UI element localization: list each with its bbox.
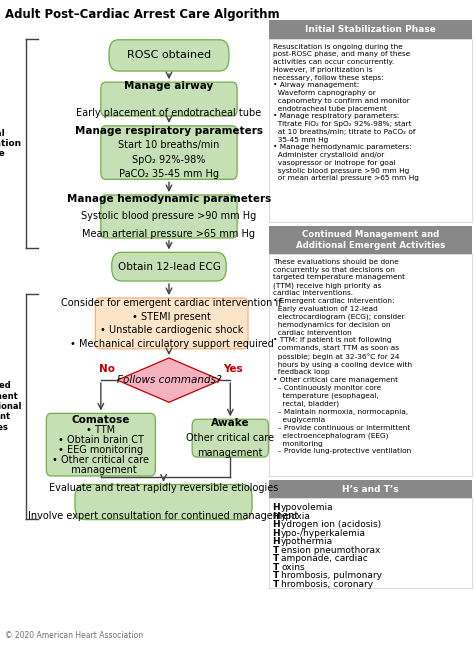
- Text: • TTM: • TTM: [86, 424, 115, 435]
- Text: • STEMI present: • STEMI present: [132, 312, 211, 321]
- Text: Initial
Stabilization
Phase: Initial Stabilization Phase: [0, 128, 22, 158]
- Text: T: T: [273, 546, 279, 555]
- FancyBboxPatch shape: [269, 20, 472, 39]
- Text: H’s and T’s: H’s and T’s: [342, 484, 399, 494]
- FancyBboxPatch shape: [109, 40, 229, 71]
- Text: ydrogen ion (acidosis): ydrogen ion (acidosis): [281, 520, 381, 529]
- Text: Awake: Awake: [211, 418, 250, 428]
- Text: Early placement of endotracheal tube: Early placement of endotracheal tube: [76, 108, 262, 117]
- Text: Follows commands?: Follows commands?: [117, 375, 221, 385]
- Text: hrombosis, pulmonary: hrombosis, pulmonary: [281, 571, 382, 580]
- Text: H: H: [273, 520, 280, 529]
- FancyBboxPatch shape: [269, 498, 472, 588]
- Text: SpO₂ 92%-98%: SpO₂ 92%-98%: [132, 155, 206, 165]
- Text: • Obtain brain CT: • Obtain brain CT: [58, 435, 144, 445]
- Text: Resuscitation is ongoing during the
post-ROSC phase, and many of these
activitie: Resuscitation is ongoing during the post…: [273, 44, 419, 181]
- Text: Consider for emergent cardiac intervention if: Consider for emergent cardiac interventi…: [62, 298, 282, 308]
- Text: Continued Management and
Additional Emergent Activities: Continued Management and Additional Emer…: [296, 230, 445, 250]
- Text: PaCO₂ 35-45 mm Hg: PaCO₂ 35-45 mm Hg: [119, 169, 219, 179]
- Text: Mean arterial pressure >65 mm Hg: Mean arterial pressure >65 mm Hg: [82, 229, 255, 239]
- Text: • Unstable cardiogenic shock: • Unstable cardiogenic shock: [100, 325, 243, 335]
- Text: ypoxia: ypoxia: [281, 512, 311, 521]
- Text: H: H: [273, 529, 280, 538]
- FancyBboxPatch shape: [95, 298, 248, 349]
- FancyBboxPatch shape: [192, 419, 268, 457]
- Text: Manage respiratory parameters: Manage respiratory parameters: [75, 126, 263, 136]
- Text: ROSC obtained: ROSC obtained: [127, 50, 211, 61]
- Text: • Other critical care: • Other critical care: [52, 454, 149, 465]
- FancyBboxPatch shape: [269, 480, 472, 498]
- Text: Continued
Management
and Additional
Emergent
Activities: Continued Management and Additional Emer…: [0, 381, 22, 432]
- Text: T: T: [273, 563, 279, 572]
- Text: ypo-/hyperkalemia: ypo-/hyperkalemia: [281, 529, 366, 538]
- Polygon shape: [117, 358, 221, 402]
- Text: H: H: [273, 537, 280, 546]
- Text: ension pneumothorax: ension pneumothorax: [281, 546, 381, 555]
- Text: • EEG monitoring: • EEG monitoring: [58, 445, 144, 454]
- Text: Obtain 12-lead ECG: Obtain 12-lead ECG: [118, 261, 220, 272]
- FancyBboxPatch shape: [112, 252, 226, 281]
- Text: Systolic blood pressure >90 mm Hg: Systolic blood pressure >90 mm Hg: [82, 211, 256, 222]
- Text: Comatose: Comatose: [72, 415, 130, 424]
- Text: Evaluate and treat rapidly reversible etiologies: Evaluate and treat rapidly reversible et…: [49, 483, 278, 493]
- Text: Start 10 breaths/min: Start 10 breaths/min: [118, 140, 219, 151]
- Text: hrombosis, coronary: hrombosis, coronary: [281, 580, 373, 589]
- Text: © 2020 American Heart Association: © 2020 American Heart Association: [5, 631, 143, 640]
- Text: amponade, cardiac: amponade, cardiac: [281, 554, 368, 563]
- FancyBboxPatch shape: [269, 254, 472, 476]
- Text: These evaluations should be done
concurrently so that decisions on
targeted temp: These evaluations should be done concurr…: [273, 259, 412, 454]
- FancyBboxPatch shape: [101, 195, 237, 238]
- Text: H: H: [273, 512, 280, 521]
- Text: oxins: oxins: [281, 563, 305, 572]
- Text: Other critical care: Other critical care: [186, 433, 274, 443]
- Text: T: T: [273, 554, 279, 563]
- Text: ypothermia: ypothermia: [281, 537, 333, 546]
- FancyBboxPatch shape: [75, 484, 252, 520]
- Text: Initial Stabilization Phase: Initial Stabilization Phase: [305, 25, 436, 34]
- Text: Manage hemodynamic parameters: Manage hemodynamic parameters: [67, 194, 271, 204]
- Text: T: T: [273, 571, 279, 580]
- Text: No: No: [99, 364, 115, 374]
- FancyBboxPatch shape: [101, 82, 237, 116]
- Text: Involve expert consultation for continued management: Involve expert consultation for continue…: [28, 511, 299, 521]
- FancyBboxPatch shape: [269, 226, 472, 254]
- Text: ypovolemia: ypovolemia: [281, 503, 334, 512]
- Text: T: T: [273, 580, 279, 589]
- Text: Manage airway: Manage airway: [124, 81, 214, 91]
- Text: Adult Post–Cardiac Arrest Care Algorithm: Adult Post–Cardiac Arrest Care Algorithm: [5, 8, 279, 21]
- Text: management: management: [198, 449, 263, 458]
- FancyBboxPatch shape: [101, 126, 237, 179]
- Text: Yes: Yes: [223, 364, 243, 374]
- Text: • Mechanical circulatory support required: • Mechanical circulatory support require…: [70, 339, 273, 349]
- FancyBboxPatch shape: [46, 413, 155, 476]
- Text: H: H: [273, 503, 280, 512]
- FancyBboxPatch shape: [269, 39, 472, 222]
- Text: management: management: [65, 465, 137, 475]
